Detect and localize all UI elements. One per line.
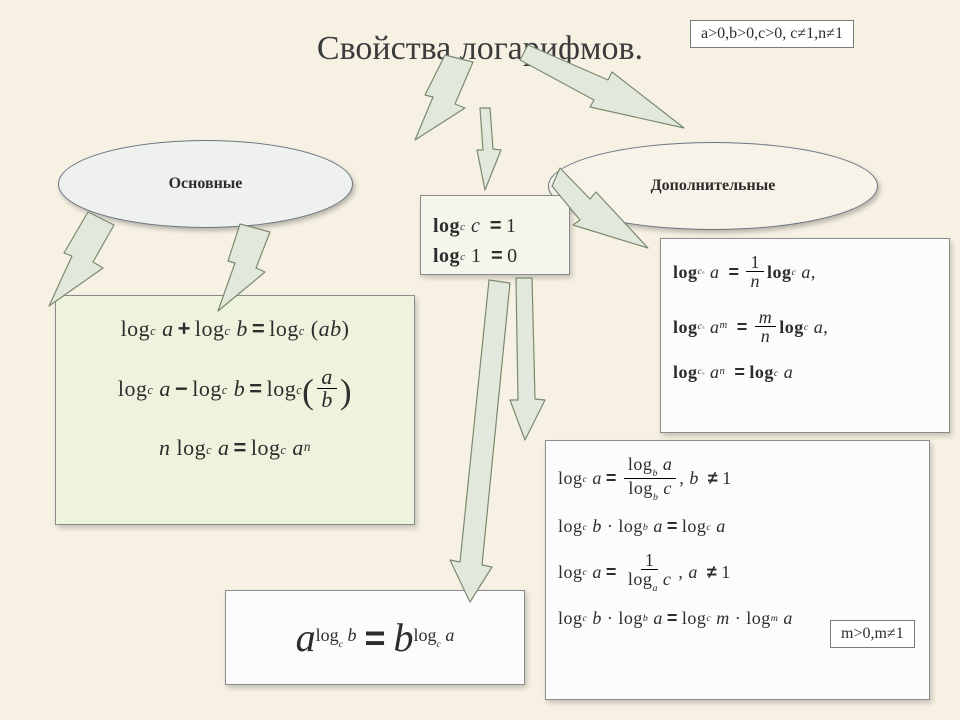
big-exp-left: logc b xyxy=(316,626,357,649)
f-power: n logc a=logc an xyxy=(68,437,402,459)
ellipse-extra-label: Дополнительные xyxy=(651,177,776,195)
box-extra-bottom: logc a= logb alogb c , b ≠1 logc b · log… xyxy=(545,440,930,700)
f-rb-1: logc a= logb alogb c , b ≠1 xyxy=(558,455,917,501)
f-rb-2: logc b · logb a=logc a xyxy=(558,517,917,535)
big-b: b xyxy=(394,618,414,658)
f-rb-3: logc a= 1loga c , a ≠1 xyxy=(558,551,917,593)
f-center-1: logc c =1 xyxy=(433,216,557,236)
big-exp-right: logc a xyxy=(414,626,455,649)
f-sum: logc a+logc b=logc (ab) xyxy=(68,318,402,340)
big-eq: = xyxy=(356,620,393,656)
conditions-top: a>0,b>0,c>0, c≠1,n≠1 xyxy=(690,20,854,48)
ellipse-main: Основные xyxy=(58,140,353,228)
ellipse-extra: Дополнительные xyxy=(548,142,878,230)
conditions-bottom: m>0,m≠1 xyxy=(830,620,915,648)
box-center: logc c =1 logc 1 =0 xyxy=(420,195,570,275)
box-main-formulas: logc a+logc b=logc (ab) logc a−logc b=lo… xyxy=(55,295,415,525)
box-extra-top: logcn a = 1n logc a, logcn am = mn logc … xyxy=(660,238,950,433)
f-diff: logc a−logc b=logc (ab) xyxy=(68,366,402,411)
box-big-formula: a logc b = b logc a xyxy=(225,590,525,685)
big-a: a xyxy=(296,618,316,658)
ellipse-main-label: Основные xyxy=(169,175,243,193)
f-center-2: logc 1 =0 xyxy=(433,246,557,266)
f-rt-2: logcn am = mn logc a, xyxy=(673,308,937,345)
f-rt-1: logcn a = 1n logc a, xyxy=(673,253,937,290)
f-rt-3: logcn an = logc a xyxy=(673,363,937,381)
